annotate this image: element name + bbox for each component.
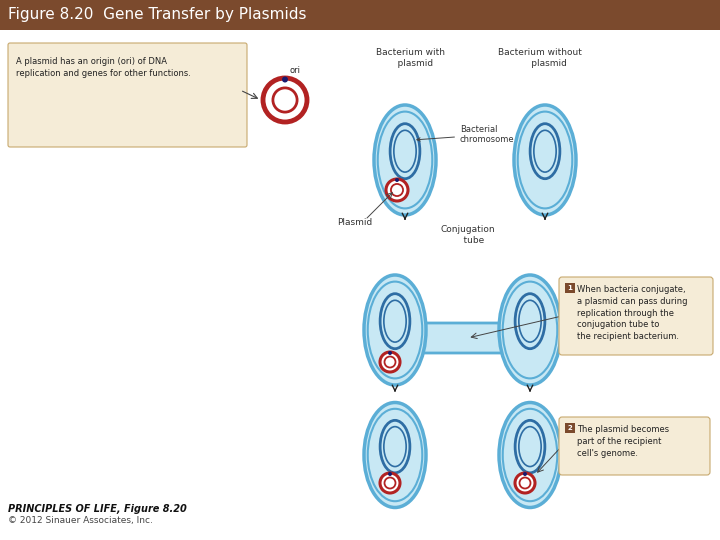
FancyBboxPatch shape xyxy=(559,417,710,475)
Text: 2: 2 xyxy=(567,425,572,431)
Ellipse shape xyxy=(499,275,561,385)
Text: The plasmid becomes
part of the recipient
cell's genome.: The plasmid becomes part of the recipien… xyxy=(577,425,669,457)
FancyBboxPatch shape xyxy=(564,422,575,433)
FancyBboxPatch shape xyxy=(0,0,720,30)
Ellipse shape xyxy=(378,112,432,208)
Circle shape xyxy=(384,356,395,368)
Circle shape xyxy=(380,352,400,372)
Circle shape xyxy=(282,77,288,83)
Ellipse shape xyxy=(380,294,410,349)
Circle shape xyxy=(263,78,307,122)
Text: When bacteria conjugate,
a plasmid can pass during
replication through the
conju: When bacteria conjugate, a plasmid can p… xyxy=(577,285,688,341)
FancyBboxPatch shape xyxy=(417,323,508,353)
FancyBboxPatch shape xyxy=(8,43,247,147)
Text: Figure 8.20  Gene Transfer by Plasmids: Figure 8.20 Gene Transfer by Plasmids xyxy=(8,8,307,23)
Circle shape xyxy=(523,472,527,476)
Text: Bacterial
chromosome: Bacterial chromosome xyxy=(417,125,515,144)
Ellipse shape xyxy=(519,427,541,467)
Ellipse shape xyxy=(534,130,556,172)
Text: ori: ori xyxy=(289,66,300,75)
Ellipse shape xyxy=(499,402,561,508)
Circle shape xyxy=(520,477,531,489)
Circle shape xyxy=(273,88,297,112)
Circle shape xyxy=(515,473,535,493)
Text: Plasmid: Plasmid xyxy=(338,218,373,227)
Ellipse shape xyxy=(384,427,406,467)
Text: A plasmid has an origin (ori) of DNA
replication and genes for other functions.: A plasmid has an origin (ori) of DNA rep… xyxy=(16,57,191,78)
Ellipse shape xyxy=(518,112,572,208)
Text: Bacterium without
      plasmid: Bacterium without plasmid xyxy=(498,48,582,68)
Circle shape xyxy=(384,477,395,489)
Ellipse shape xyxy=(368,409,422,501)
Ellipse shape xyxy=(515,294,545,349)
Ellipse shape xyxy=(519,300,541,342)
FancyBboxPatch shape xyxy=(559,277,713,355)
Ellipse shape xyxy=(384,300,406,342)
FancyBboxPatch shape xyxy=(564,282,575,293)
Text: © 2012 Sinauer Associates, Inc.: © 2012 Sinauer Associates, Inc. xyxy=(8,516,153,525)
Ellipse shape xyxy=(530,124,560,179)
Ellipse shape xyxy=(390,124,420,179)
Circle shape xyxy=(388,472,392,476)
Ellipse shape xyxy=(503,409,557,501)
Ellipse shape xyxy=(503,281,557,379)
Ellipse shape xyxy=(364,402,426,508)
Ellipse shape xyxy=(374,105,436,215)
Text: Conjugation
    tube: Conjugation tube xyxy=(441,225,495,245)
Text: 1: 1 xyxy=(567,285,572,291)
Ellipse shape xyxy=(364,275,426,385)
Circle shape xyxy=(388,351,392,355)
Text: PRINCIPLES OF LIFE, Figure 8.20: PRINCIPLES OF LIFE, Figure 8.20 xyxy=(8,504,186,514)
Ellipse shape xyxy=(515,420,545,473)
Ellipse shape xyxy=(368,281,422,379)
Circle shape xyxy=(395,178,399,182)
Ellipse shape xyxy=(514,105,576,215)
Ellipse shape xyxy=(380,420,410,473)
Circle shape xyxy=(386,179,408,201)
Circle shape xyxy=(380,473,400,493)
Text: Bacterium with
    plasmid: Bacterium with plasmid xyxy=(376,48,444,68)
Ellipse shape xyxy=(394,130,416,172)
Circle shape xyxy=(391,184,403,196)
